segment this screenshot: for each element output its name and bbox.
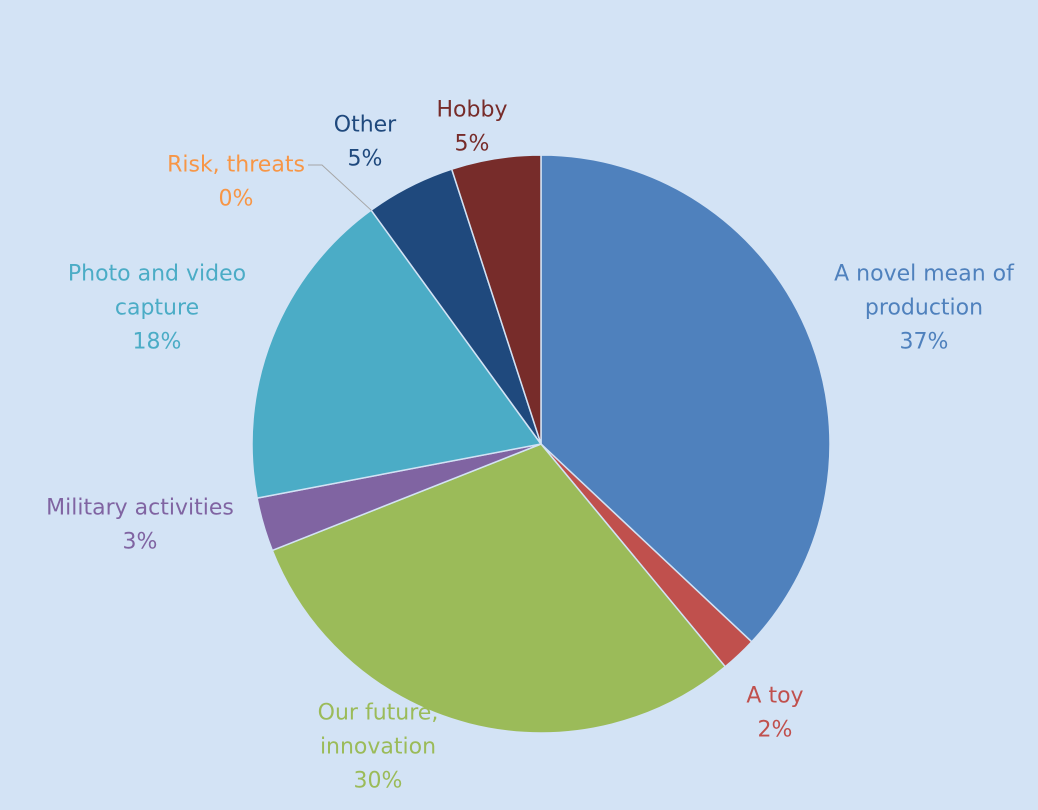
name-label-a-novel-mean-of-production: A novel mean of [834,262,1015,287]
value-label-hobby: 5% [455,132,490,157]
name-label-a-toy: A toy [746,684,803,709]
name-label-hobby: Hobby [437,98,508,123]
value-label-military-activities: 3% [123,530,158,555]
slice-photo-and-video-capture [251,209,543,500]
label-other: Other 5% [334,113,397,172]
label-photo-and-video-capture: Photo and video capture 18% [68,262,246,355]
label-a-novel-mean-of-production: A novel mean of production 37% [834,262,1015,355]
name-label-our-future-innovation: Our future, [318,701,439,726]
name-label-military-activities: Military activities [46,496,234,521]
label-hobby: Hobby 5% [437,98,508,157]
slice-our-future-innovation [271,443,727,734]
name-label-risk-threats: Risk, threats [167,153,305,178]
value-label-a-toy: 2% [758,718,793,743]
pie-slices [251,154,831,734]
slice-hobby [450,154,542,445]
leader-lines [308,164,372,211]
label-risk-threats: Risk, threats 0% [167,153,305,212]
name-label-photo-and-video-capture: Photo and video [68,262,246,287]
name-label-photo-and-video-capture: capture [115,296,199,321]
label-a-toy: A toy 2% [746,684,803,743]
name-label-other: Other [334,113,397,138]
label-military-activities: Military activities 3% [46,496,234,555]
label-our-future-innovation: Our future, innovation 30% [318,701,439,794]
value-label-risk-threats: 0% [219,187,254,212]
leader-line-risk-threats [308,164,372,211]
value-label-a-novel-mean-of-production: 37% [900,330,949,355]
value-label-our-future-innovation: 30% [354,769,403,794]
name-label-our-future-innovation: innovation [320,735,436,760]
slice-labels: A novel mean of production 37% A toy 2% Our f… [46,98,1015,794]
slice-a-novel-mean-of-production [540,154,831,643]
value-label-other: 5% [348,147,383,172]
value-label-photo-and-video-capture: 18% [133,330,182,355]
name-label-a-novel-mean-of-production: production [865,296,983,321]
